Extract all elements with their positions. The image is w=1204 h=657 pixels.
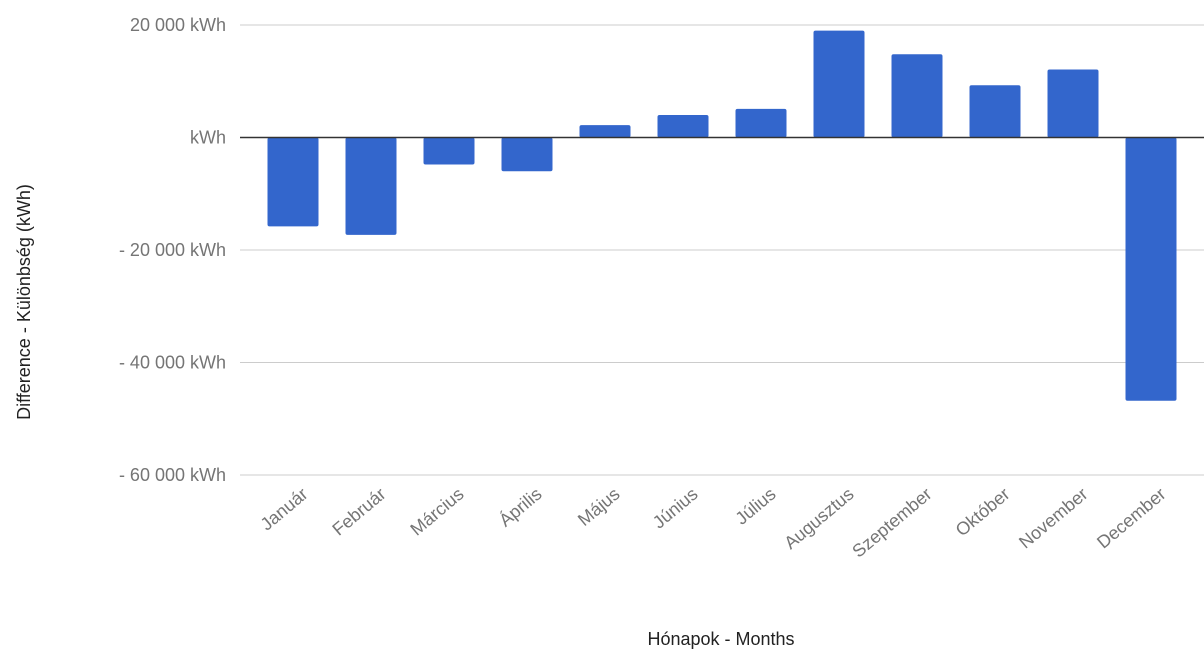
bar-április <box>501 137 553 172</box>
bar-június <box>657 115 709 138</box>
x-axis-title: Hónapok - Months <box>647 629 794 649</box>
x-tick-label: December <box>1093 484 1169 553</box>
bar-május <box>579 125 631 138</box>
gridlines <box>240 24 1204 476</box>
bars <box>267 30 1177 401</box>
x-tick-label: Február <box>328 484 389 540</box>
y-tick-label: - 20 000 kWh <box>119 240 226 260</box>
x-tick-label: Április <box>495 484 545 531</box>
x-tick-label: Augusztus <box>780 484 857 553</box>
bar-augusztus <box>813 30 865 138</box>
y-tick-label: 20 000 kWh <box>130 15 226 35</box>
x-tick-label: Október <box>952 484 1014 540</box>
y-tick-label: - 40 000 kWh <box>119 353 226 373</box>
bar-december <box>1125 137 1177 401</box>
x-tick-label: Január <box>257 484 312 535</box>
bar-szeptember <box>891 54 943 138</box>
y-tick-label: kWh <box>190 128 226 148</box>
x-tick-label: Június <box>649 484 702 533</box>
y-axis-tick-labels: 20 000 kWh kWh - 20 000 kWh - 40 000 kWh - 6… <box>119 15 226 485</box>
x-axis-tick-labels: Január Február Március Április Május Június Jú… <box>257 484 1170 562</box>
x-tick-label: Március <box>406 484 467 540</box>
x-tick-label: Július <box>731 484 779 529</box>
bar-október <box>969 85 1021 138</box>
x-tick-label: November <box>1015 484 1091 553</box>
x-tick-label: Május <box>574 484 624 530</box>
y-tick-label: - 60 000 kWh <box>119 465 226 485</box>
y-axis-title: Difference - Különbség (kWh) <box>14 184 34 420</box>
bar-január <box>267 137 319 227</box>
bar-július <box>735 108 787 138</box>
x-tick-label: Szeptember <box>848 484 935 562</box>
bar-február <box>345 137 397 235</box>
bar-november <box>1047 69 1099 138</box>
bar-március <box>423 137 475 165</box>
